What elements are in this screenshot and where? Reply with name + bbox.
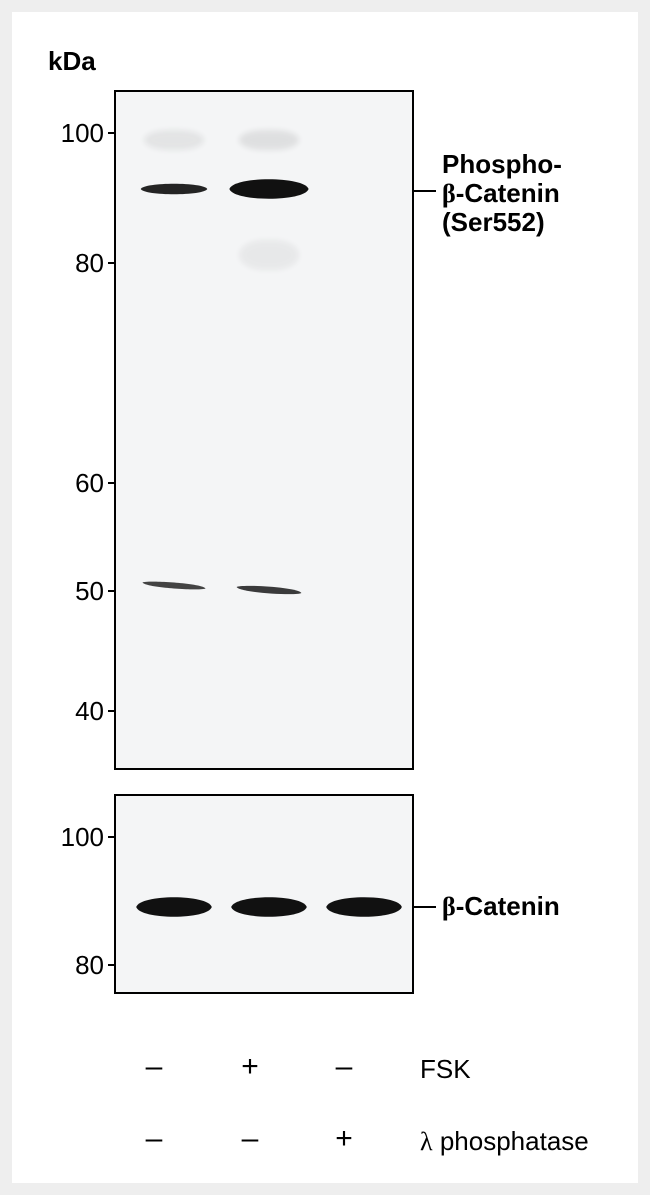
axis-unit-label: kDa [48,46,96,77]
cond-symbol-0-0: – [134,1050,174,1084]
smudge-top-2 [239,240,299,270]
band-label-line: Phospho- [442,150,562,179]
band-bottom-1 [227,894,311,928]
band-top-3 [233,584,305,604]
mw-tick-top-0 [108,132,116,134]
mw-label-top-2: 60 [44,468,104,499]
mw-tick-top-1 [108,262,116,264]
mw-label-bottom-1: 80 [44,950,104,981]
cond-label-1: λ phosphatase [420,1126,589,1157]
band-top-0 [137,182,211,204]
western-blot-figure: kDa 1008060504010080Phospho-β-Catenin(Se… [0,0,650,1195]
band-label-total: β-Catenin [442,892,560,922]
mw-label-top-4: 40 [44,696,104,727]
cond-symbol-1-2: + [324,1122,364,1156]
band-label-phospho: Phospho-β-Catenin(Ser552) [442,150,562,237]
cond-symbol-0-2: – [324,1050,364,1084]
mw-tick-top-2 [108,482,116,484]
mw-label-top-3: 50 [44,576,104,607]
mw-label-top-0: 100 [44,118,104,149]
mw-tick-bottom-1 [108,964,116,966]
mw-label-bottom-0: 100 [44,822,104,853]
band-label-line: β-Catenin [442,892,560,922]
cond-symbol-1-0: – [134,1122,174,1156]
cond-symbol-0-1: + [230,1050,270,1084]
mw-tick-top-3 [108,590,116,592]
smudge-top-0 [144,130,204,150]
band-bottom-0 [132,894,216,928]
mw-tick-bottom-0 [108,836,116,838]
band-label-tick-total [414,906,436,908]
smudge-top-1 [239,130,299,150]
band-label-line: (Ser552) [442,208,562,237]
band-bottom-2 [322,894,406,928]
cond-label-0: FSK [420,1054,471,1085]
mw-tick-top-4 [108,710,116,712]
band-label-line: β-Catenin [442,179,562,209]
band-top-1 [225,176,313,210]
band-label-tick-phospho [414,190,436,192]
mw-label-top-1: 80 [44,248,104,279]
cond-symbol-1-1: – [230,1122,270,1156]
band-top-2 [139,580,209,599]
figure-inner: kDa 1008060504010080Phospho-β-Catenin(Se… [12,12,638,1183]
